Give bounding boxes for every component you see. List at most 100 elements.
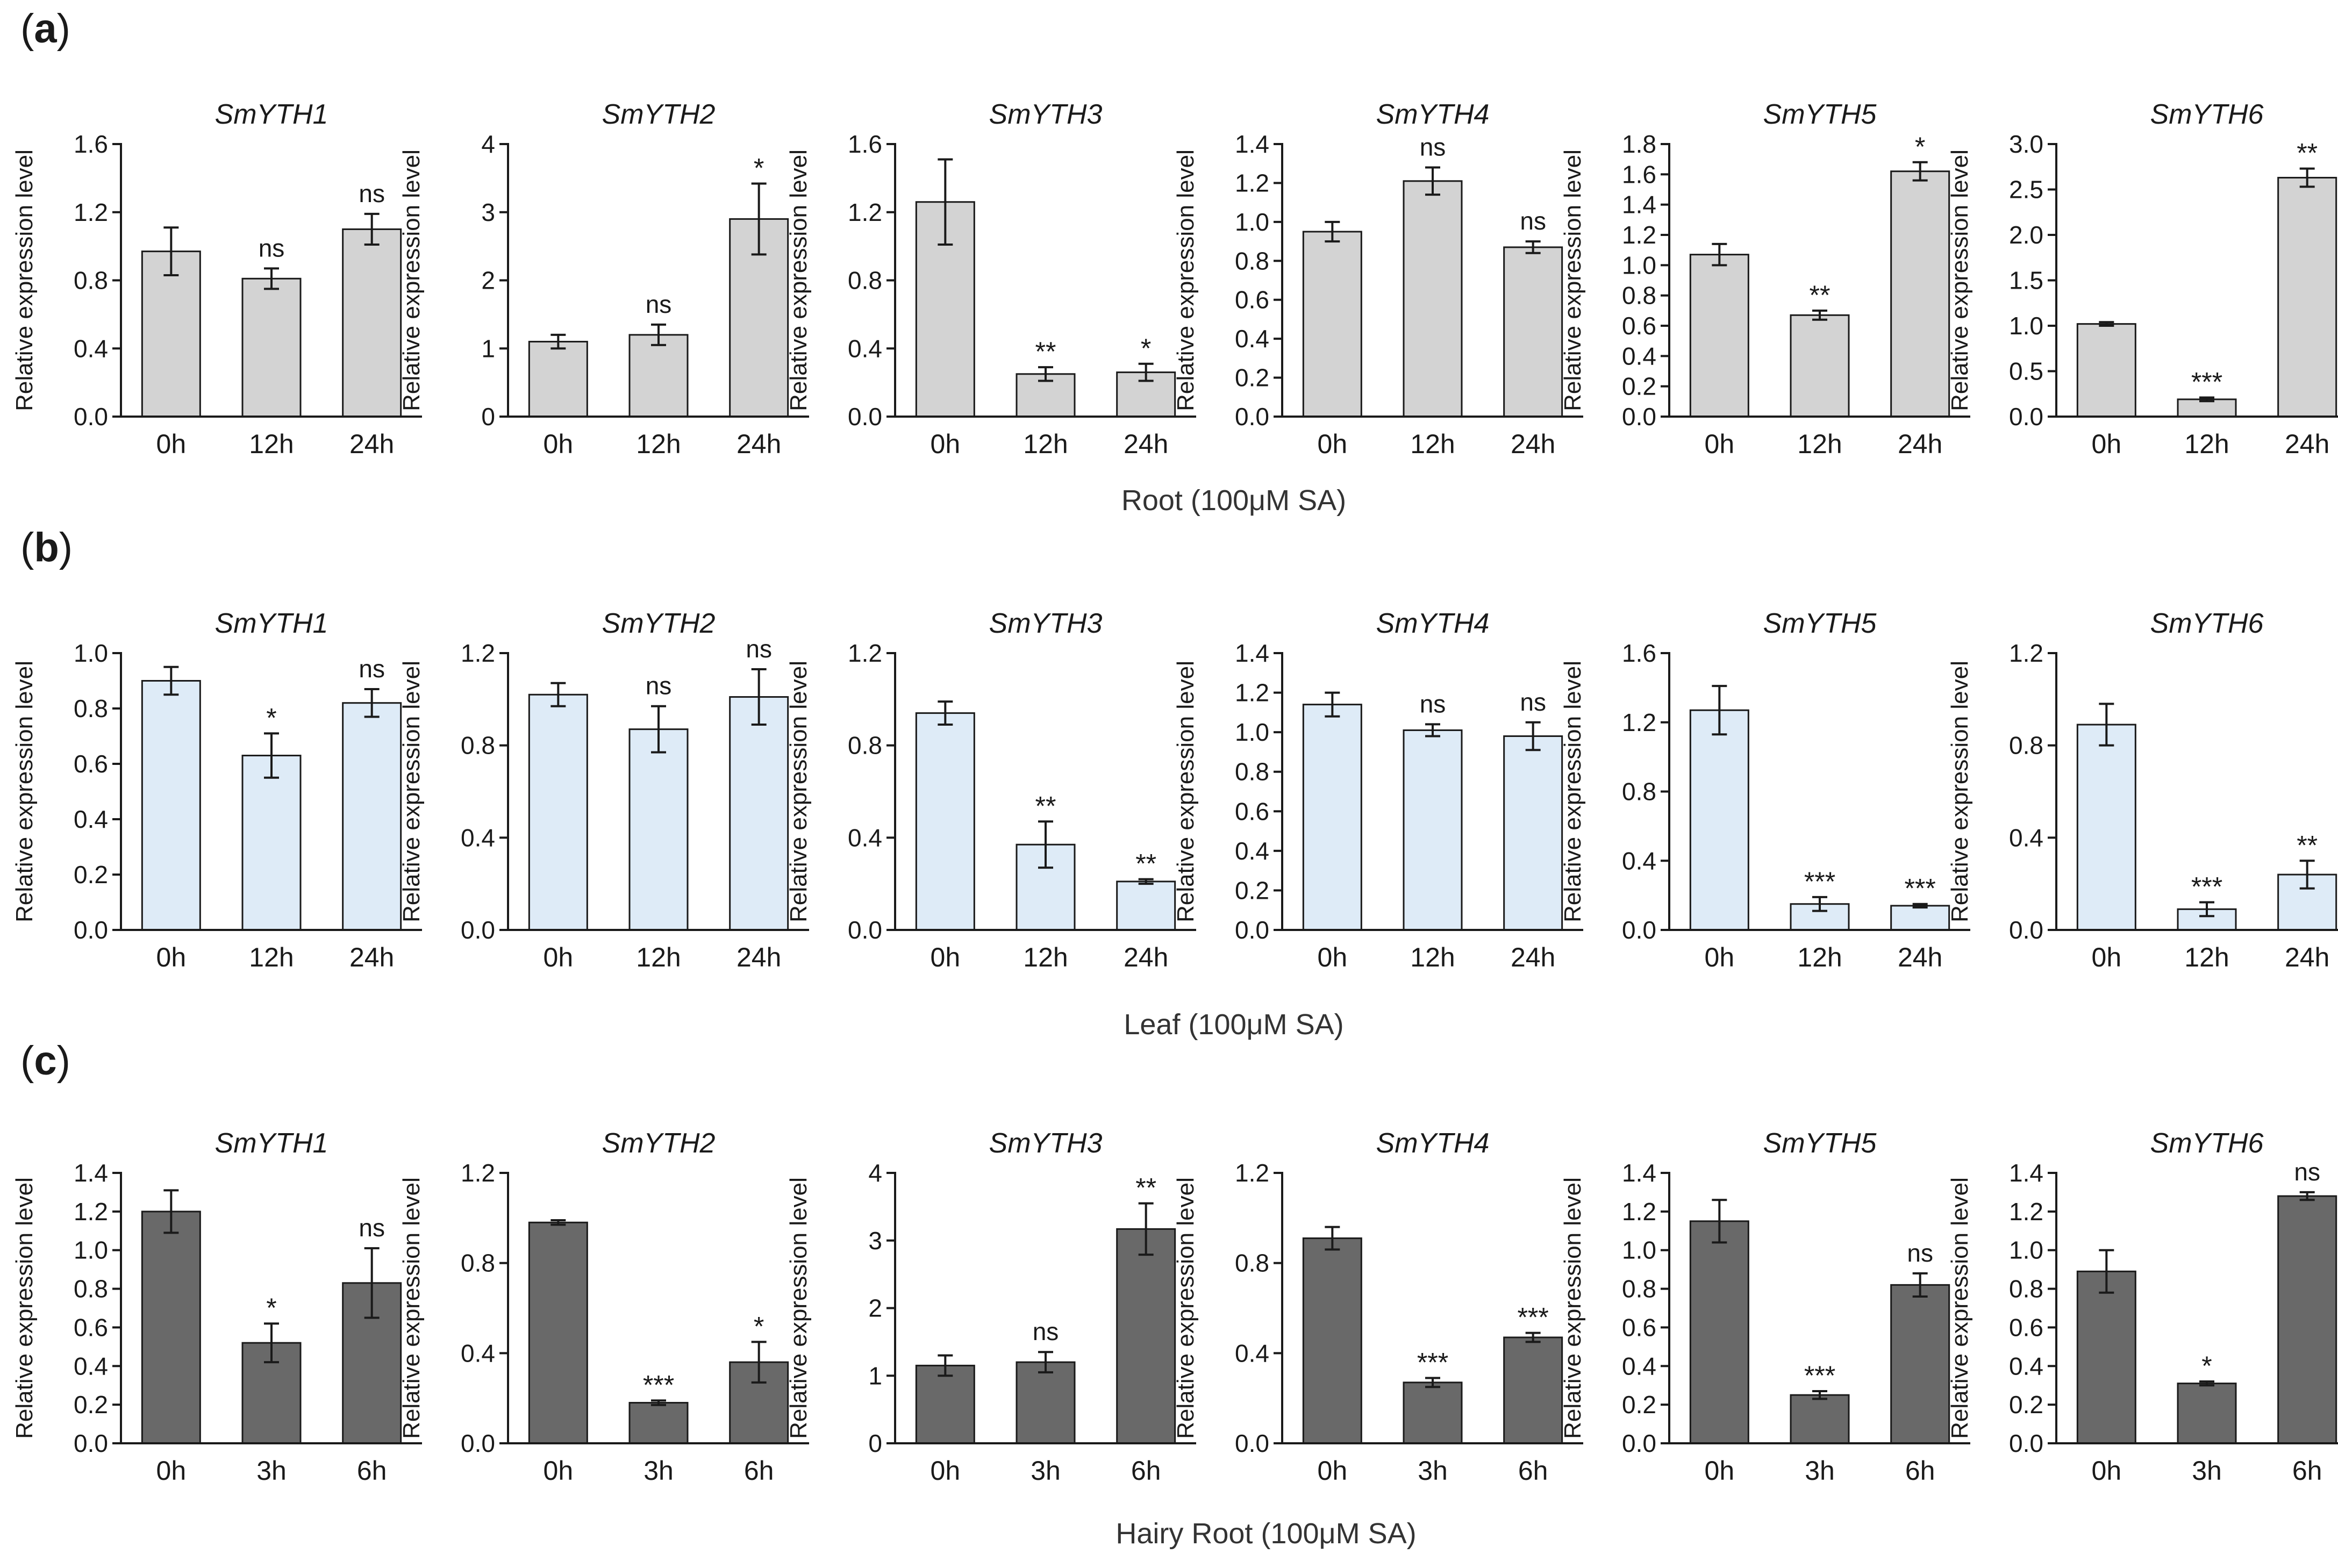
chart-3-6-xtick-6h: 6h [2292,1456,2322,1486]
chart-1-6-significance-12h: *** [2191,367,2222,397]
chart-1-6-ytick-4: 2.0 [2009,221,2043,249]
chart-1-5-ytick-7: 1.4 [1622,191,1656,219]
chart-1-6-xtick-0h: 0h [2092,429,2122,459]
chart-1-1-xtick-0h: 0h [156,429,187,459]
chart-1-4-ytick-4: 0.8 [1235,247,1269,275]
chart-3-6-ytick-3: 0.6 [2009,1313,2043,1341]
chart-1-3-xtick-12h: 12h [1023,429,1068,459]
row-caption-hairy-root: Hairy Root (100μM SA) [1116,1517,1417,1550]
chart-3-3-ytick-0: 0 [868,1429,882,1457]
chart-1-6-ytick-3: 1.5 [2009,267,2043,295]
chart-3-6-ytick-7: 1.4 [2009,1159,2043,1187]
panel-label-b: (b) [20,525,73,570]
chart-2-5-ytick-1: 0.4 [1622,847,1656,875]
chart-1-5-ytick-2: 0.4 [1622,342,1656,370]
chart-3-5-ytick-3: 0.6 [1622,1313,1656,1341]
chart-3-4-xtick-6h: 6h [1518,1456,1548,1486]
row-caption-root: Root (100μM SA) [1121,484,1347,517]
chart-1-2-bar-0h [528,341,588,418]
chart-1-5-bar-24h [1890,170,1950,418]
chart-3-3-xtick-6h: 6h [1131,1456,1161,1486]
chart-2-2-bar-12h [628,728,689,931]
chart-1-4-xtick-0h: 0h [1318,429,1348,459]
chart-3-2-ylabel: Relative expression level [398,1177,425,1439]
chart-1-3-ytick-3: 1.2 [848,198,882,226]
chart-3-3-ytick-4: 4 [868,1159,882,1187]
chart-1-5-bar-0h [1689,254,1749,418]
chart-2-4-ytick-0: 0.0 [1235,916,1269,944]
chart-2-6-significance-24h: ** [2297,830,2318,860]
chart-1-4-ytick-6: 1.2 [1235,169,1269,197]
chart-2-5-bar-24h [1890,905,1950,931]
chart-3-5-ytick-0: 0.0 [1622,1429,1656,1457]
chart-1-5-ytick-5: 1.0 [1622,251,1656,279]
chart-2-5-xtick-12h: 12h [1797,942,1842,972]
chart-2-1-ytick-2: 0.4 [74,805,108,833]
chart-3-4-bar-6h [1503,1336,1563,1444]
chart-2-6-xtick-12h: 12h [2184,942,2229,972]
chart-1-3-ytick-4: 1.6 [848,130,882,158]
chart-1-3-ylabel: Relative expression level [785,149,812,411]
chart-2-5-ytick-3: 1.2 [1622,708,1656,736]
chart-1-5-ytick-4: 0.8 [1622,282,1656,310]
chart-2-4-ytick-7: 1.4 [1235,639,1269,667]
chart-2-3-xtick-12h: 12h [1023,942,1068,972]
chart-3-2-ytick-1: 0.4 [461,1339,495,1367]
chart-1-6-title: SmYTH6 [2150,99,2264,130]
chart-2-2-ylabel: Relative expression level [398,661,425,922]
chart-1-4-significance-12h: ns [1420,133,1446,161]
chart-1-4-bar-0h [1302,231,1362,418]
chart-2-6-title: SmYTH6 [2150,608,2264,639]
chart-2-3-xtick-24h: 24h [1124,942,1168,972]
chart-1-1-xtick-12h: 12h [249,429,294,459]
chart-3-5-ytick-2: 0.4 [1622,1352,1656,1380]
chart-2-1-title: SmYTH1 [215,608,328,639]
chart-2-3-title: SmYTH3 [989,608,1103,639]
chart-2-4-ytick-2: 0.4 [1235,837,1269,865]
chart-2-5-title: SmYTH5 [1763,608,1877,639]
chart-1-2-significance-24h: * [754,153,764,183]
chart-2-3-bar-0h [915,712,975,931]
chart-3-1-ytick-7: 1.4 [74,1159,108,1187]
chart-2-4-xtick-24h: 24h [1511,942,1555,972]
chart-1-2-bar-12h [628,334,689,418]
chart-2-2-significance-12h: ns [646,672,672,700]
chart-3-4-xtick-0h: 0h [1318,1456,1348,1486]
chart-2-4-significance-24h: ns [1520,688,1546,716]
chart-2-5-ytick-0: 0.0 [1622,916,1656,944]
chart-1-1-title: SmYTH1 [215,99,328,130]
chart-2-2-xtick-12h: 12h [636,942,681,972]
chart-1-1-significance-24h: ns [359,180,385,207]
chart-3-3-ytick-2: 2 [868,1294,882,1322]
chart-3-2-xtick-3h: 3h [644,1456,674,1486]
chart-3-2-ytick-2: 0.8 [461,1249,495,1277]
chart-3-4-ytick-1: 0.4 [1235,1339,1269,1367]
chart-2-1-ytick-5: 1.0 [74,639,108,667]
chart-2-5-bar-0h [1689,709,1749,931]
chart-3-6-ytick-0: 0.0 [2009,1429,2043,1457]
chart-3-6-significance-3h: * [2201,1351,2212,1381]
chart-3-6-ytick-6: 1.2 [2009,1198,2043,1226]
chart-1-5-ytick-0: 0.0 [1622,403,1656,431]
chart-3-6-bar-6h [2277,1195,2337,1444]
chart-2-6-xtick-24h: 24h [2285,942,2329,972]
chart-1-1-ytick-2: 0.8 [74,267,108,295]
chart-1-2-title: SmYTH2 [602,99,716,130]
chart-1-1-bar-0h [141,250,201,418]
chart-1-6-ylabel: Relative expression level [1947,149,1973,411]
chart-1-5-xtick-0h: 0h [1705,429,1735,459]
chart-3-5-bar-6h [1890,1284,1950,1444]
chart-1-6-xtick-12h: 12h [2184,429,2229,459]
chart-1-6-significance-24h: ** [2297,138,2318,168]
chart-3-6-xtick-3h: 3h [2192,1456,2222,1486]
chart-1-1-xtick-24h: 24h [349,429,394,459]
chart-3-2-significance-6h: * [754,1311,764,1341]
chart-1-6-bar-0h [2076,323,2136,418]
chart-1-6-bar-24h [2277,177,2337,418]
chart-2-2-ytick-3: 1.2 [461,639,495,667]
chart-2-4-title: SmYTH4 [1376,608,1490,639]
chart-3-1-title: SmYTH1 [215,1128,328,1159]
chart-2-1-significance-24h: ns [359,655,385,683]
chart-3-4-ytick-0: 0.0 [1235,1429,1269,1457]
